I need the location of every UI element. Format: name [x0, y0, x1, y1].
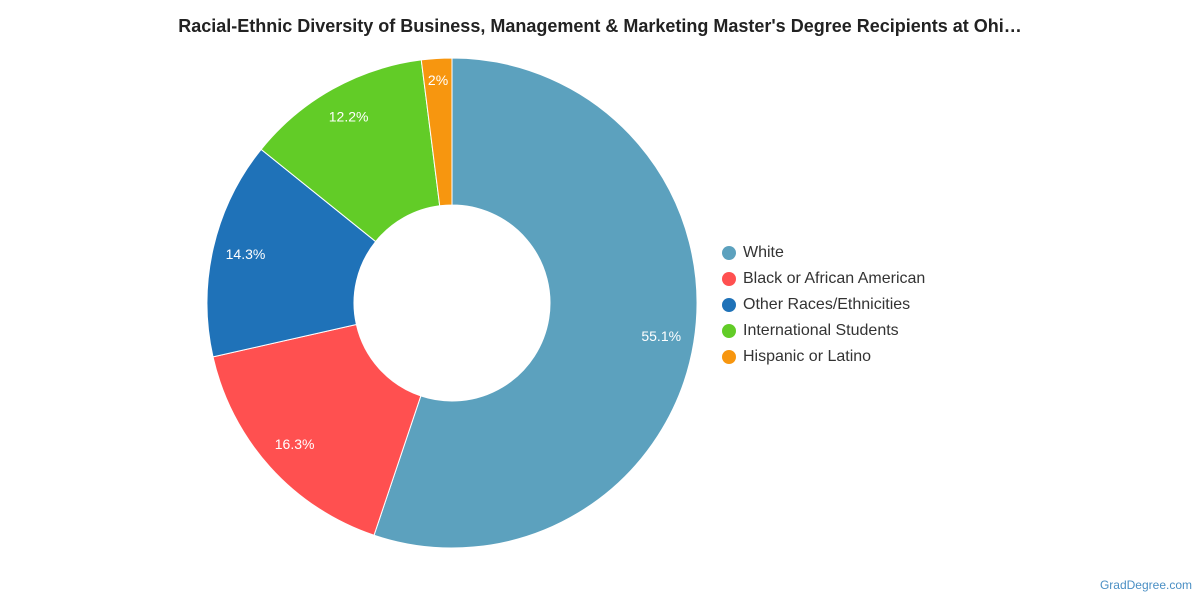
legend-item-hispanic-or-latino[interactable]: Hispanic or Latino [722, 344, 925, 370]
data-label-hispanic-or-latino: 2% [428, 72, 448, 88]
slice-black-or-african-american[interactable] [212, 323, 422, 536]
legend: White Black or African American Other Ra… [722, 240, 925, 370]
data-label-international-students: 12.2% [329, 109, 369, 125]
legend-item-international-students[interactable]: International Students [722, 318, 925, 344]
watermark: GradDegree.com [1099, 578, 1192, 592]
legend-label-white: White [743, 244, 784, 261]
legend-item-white[interactable]: White [722, 240, 925, 266]
legend-label-black-or-african-american: Black or African American [743, 270, 926, 287]
legend-swatch-other-races [722, 298, 736, 312]
data-label-other-races-ethnicities: 14.3% [226, 246, 266, 262]
data-label-white: 55.1% [641, 328, 681, 344]
slice-international-students[interactable] [260, 59, 441, 243]
slice-other-races-ethnicities[interactable] [206, 148, 377, 358]
legend-item-black-or-african-american[interactable]: Black or African American [722, 266, 925, 292]
data-label-black-or-african-american: 16.3% [275, 436, 315, 452]
legend-item-other-races[interactable]: Other Races/Ethnicities [722, 292, 925, 318]
legend-swatch-international-students [722, 324, 736, 338]
legend-label-international-students: International Students [743, 322, 899, 339]
legend-label-other-races: Other Races/Ethnicities [743, 296, 911, 313]
slice-hispanic-or-latino[interactable] [420, 57, 453, 207]
legend-swatch-white [722, 246, 736, 260]
slice-white[interactable] [373, 57, 698, 549]
chart-title: Racial-Ethnic Diversity of Business, Man… [178, 16, 1022, 36]
legend-swatch-black-or-african-american [722, 272, 736, 286]
legend-swatch-hispanic-or-latino [722, 350, 736, 364]
legend-label-hispanic-or-latino: Hispanic or Latino [743, 348, 872, 365]
